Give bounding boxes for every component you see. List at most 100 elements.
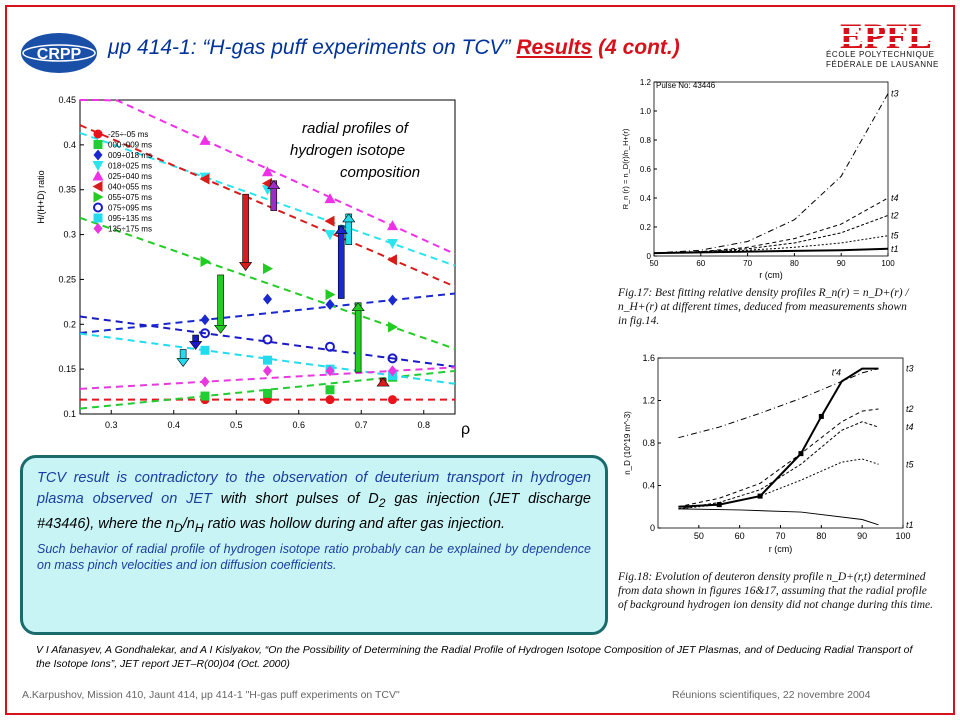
arrow-head (176, 358, 190, 367)
y-tick-label: 0.4 (642, 481, 655, 491)
x-tick-label: 0.4 (167, 420, 180, 430)
data-point (325, 385, 335, 395)
data-point (325, 365, 335, 377)
legend-label: 055÷075 ms (108, 193, 152, 202)
x-tick-label: 0.5 (230, 420, 243, 430)
y-tick-label: 1.0 (640, 107, 652, 116)
fit-curve-3 (79, 131, 456, 267)
y-tick-label: 0 (650, 523, 655, 533)
legend-label: 000÷009 ms (108, 141, 152, 150)
fig18-plot: 50 60 70 80 90 100 0 0.4 0.8 1.2 1.6 r (cm) n_D (10^… (623, 353, 915, 554)
data-point (388, 321, 398, 333)
legend-marker (93, 129, 103, 139)
legend-label: 040÷055 ms (108, 183, 152, 192)
data-point (200, 345, 210, 355)
fig17-curve-3 (653, 235, 889, 254)
data-point (325, 395, 335, 405)
y-tick-label: 0.8 (640, 136, 652, 145)
legend-label: 009÷018 ms (108, 151, 152, 160)
data-point (200, 391, 210, 401)
data-point (387, 353, 398, 364)
x-tick-label: 100 (881, 259, 895, 268)
y-tick-label: 1.2 (640, 78, 652, 87)
fig18-caption: Fig.18: Evolution of deuteron density pr… (618, 571, 934, 611)
fig18-data-point (757, 493, 763, 499)
page-title: μp 414-1: “H-gas puff experiments on TCV… (108, 36, 680, 60)
data-point (263, 365, 272, 377)
data-point (263, 355, 272, 365)
legend-label: 075÷095 ms (108, 204, 152, 213)
callout-main-c: gas injection (JET discharge #43446), wh… (37, 491, 591, 532)
x-tick-label: 60 (696, 259, 705, 268)
y-tick-label: 0.25 (58, 274, 76, 284)
legend-marker (93, 191, 104, 203)
fig17-curve-1 (653, 197, 889, 254)
fig18-data-point (798, 451, 804, 457)
data-point (325, 289, 336, 301)
arrow-shaft (242, 193, 249, 265)
reference-citation: V I Afanasyev, A Gondhalekar, and A I Ki… (36, 644, 913, 670)
fig17-series-label: t4 (891, 193, 899, 203)
fig17-series-label: t3 (891, 89, 899, 99)
footer-left: A.Karpushov, Mission 410, Jaunt 414, μp … (22, 689, 400, 701)
fig18-series-label: t1 (906, 520, 914, 530)
y-tick-label: 0.6 (640, 165, 652, 174)
plot-annotation-line2: hydrogen isotope (290, 142, 406, 159)
legend-label: 135÷175 ms (108, 225, 152, 234)
fit-curve-6 (79, 216, 456, 350)
fig17-curve-2 (653, 214, 889, 254)
fig17-x-label: r (cm) (759, 270, 783, 280)
legend-label: 018÷025 ms (108, 162, 152, 171)
series-6 (200, 255, 398, 333)
callout-main-b-sub: 2 (378, 495, 386, 510)
data-point (387, 220, 398, 231)
legend-marker (92, 181, 103, 192)
fig17-series-label: t1 (891, 244, 899, 254)
x-tick-label: 80 (816, 531, 826, 541)
conclusion-callout: TCV result is contradictory to the obser… (20, 455, 608, 635)
fig17-frame (653, 81, 889, 257)
fig18-frame (657, 357, 904, 529)
y-tick-label: 0 (647, 252, 652, 261)
fig17-plot: Pulse No: 43446 50 60 70 80 90 100 0 0.2 0.4 0.6 0.… (621, 78, 900, 280)
fig18-y-label: n_D (10^19 m^-3) (623, 411, 632, 475)
fig18-series-label: t'4 (832, 367, 841, 377)
x-tick-label: 70 (743, 259, 752, 268)
x-tick-label: 60 (735, 531, 745, 541)
legend-marker (93, 213, 103, 223)
fig17-curve-4 (653, 247, 889, 255)
data-point (262, 166, 273, 177)
callout-main-e: ratio was hollow during and after gas in… (203, 515, 506, 532)
plot-annotation-line1: radial profiles of (302, 120, 408, 137)
title-prefix: μp 414-1: “H-gas puff experiments on TCV… (108, 36, 511, 59)
slide-border (5, 5, 955, 715)
fig17-y-label: R_n (r) = n_D(r)/n_H+(r) (621, 128, 630, 209)
y-tick-label: 0.8 (642, 438, 655, 448)
callout-main-d-sub: H (194, 520, 204, 535)
y-tick-label: 0.1 (63, 409, 76, 419)
data-point (263, 293, 272, 305)
arrow-head (267, 180, 281, 190)
series-9 (200, 365, 397, 388)
x-tick-label: 70 (775, 531, 785, 541)
x-axis-label: ρ (461, 421, 470, 438)
epfl-subtitle-line1: ÉCOLE POLYTECHNIQUE (826, 50, 935, 59)
y-tick-label: 0.2 (63, 319, 76, 329)
y-tick-label: 0.15 (58, 364, 76, 374)
fig18-series-label: t3 (906, 364, 914, 374)
data-point (200, 328, 210, 339)
y-tick-label: 0.35 (58, 185, 76, 195)
data-point (387, 239, 398, 250)
x-tick-label: 100 (895, 531, 910, 541)
callout-main-a: TCV result is contradictory to the obser… (37, 470, 591, 507)
title-cont: (4 cont.) (598, 36, 680, 59)
crpp-logo: CRPP (21, 33, 97, 73)
callout-main-c-sub: D (174, 520, 183, 535)
epfl-logo: EPFL (830, 16, 942, 54)
fig17-series-label: t5 (891, 231, 900, 241)
callout-main-text: TCV result is contradictory to the obser… (37, 468, 591, 539)
epfl-subtitle: ÉCOLE POLYTECHNIQUE FÉDÉRALE DE LAUSANNE (826, 50, 939, 70)
data-point (324, 193, 336, 204)
